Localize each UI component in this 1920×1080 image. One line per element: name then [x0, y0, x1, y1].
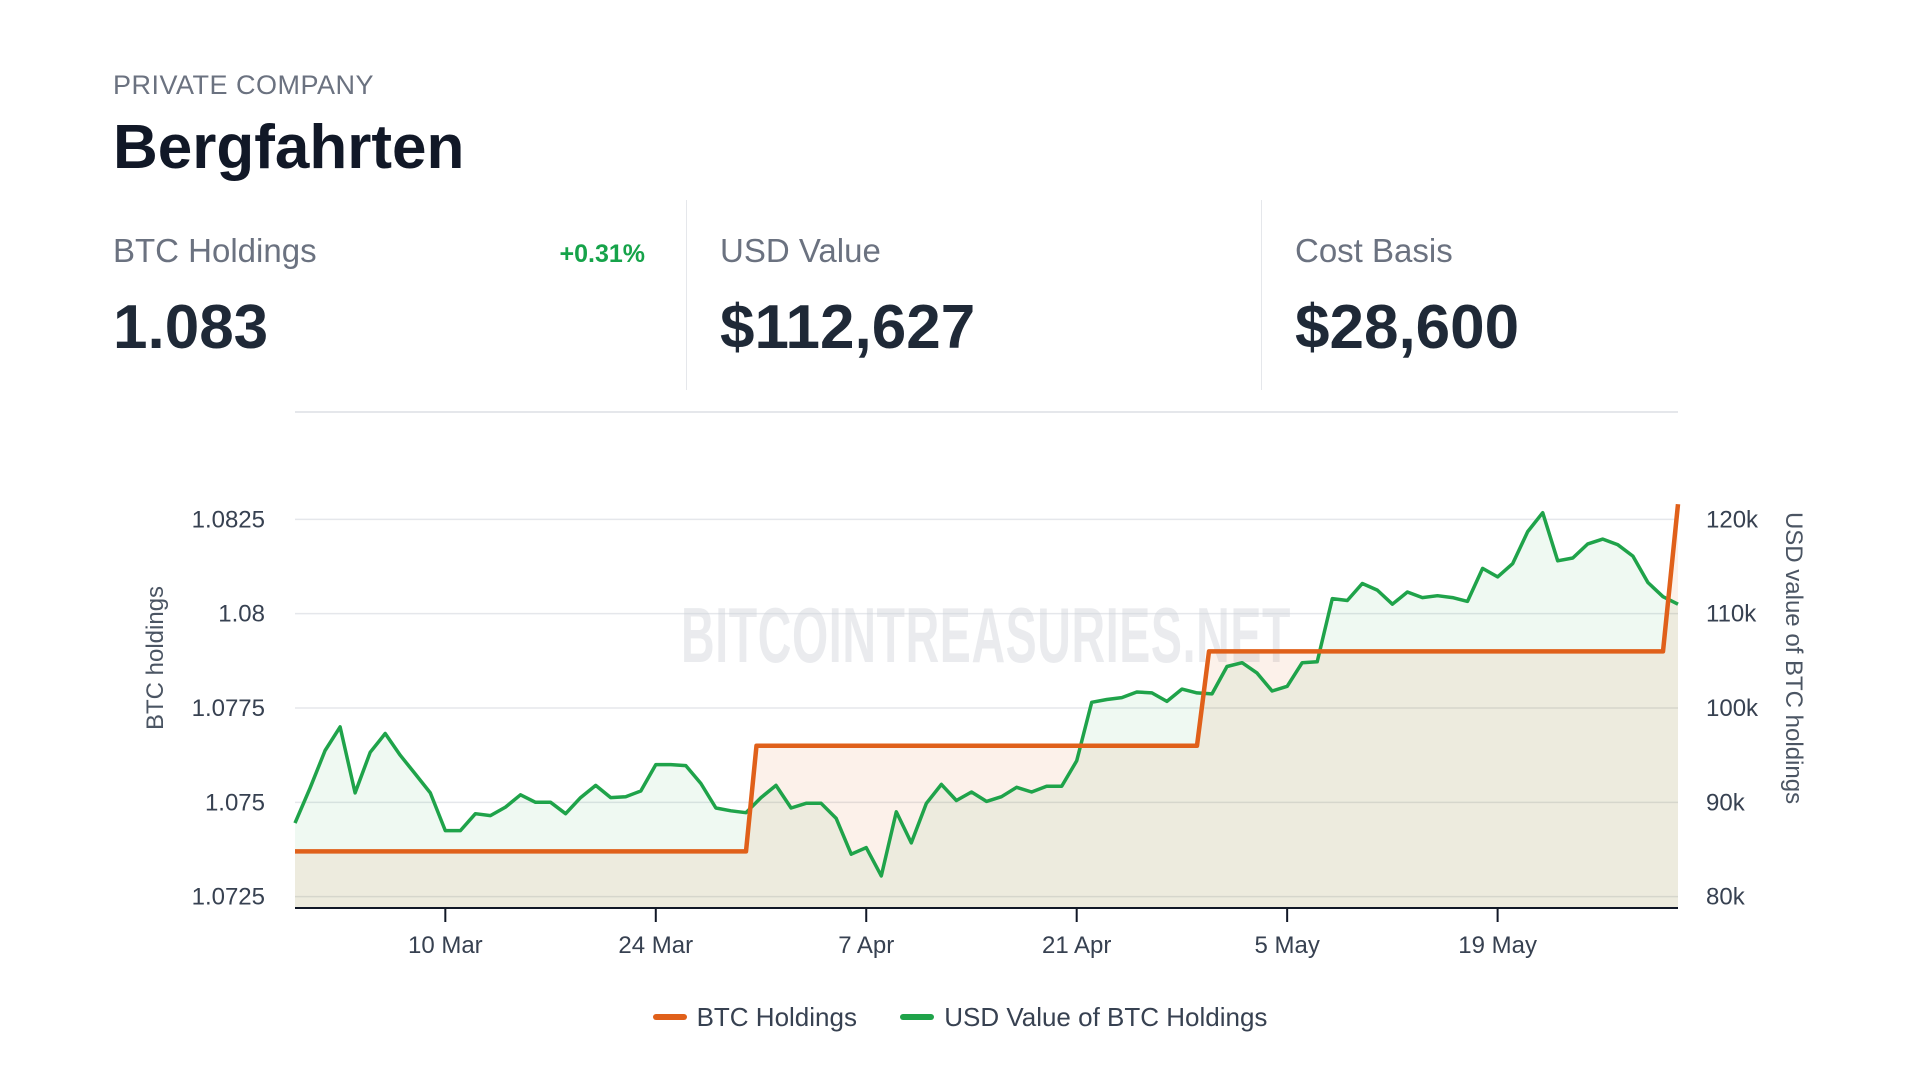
company-name: Bergfahrten [113, 113, 465, 182]
y-right-tick-label: 120k [1706, 506, 1759, 533]
stat-cost-basis-value: $28,600 [1295, 293, 1520, 362]
x-tick-label: 5 May [1254, 932, 1319, 959]
stat-btc-holdings-change: +0.31% [559, 240, 646, 268]
y-right-tick-label: 110k [1706, 601, 1757, 628]
holdings-chart: BITCOINTREASURIES.NET 1.0725 1.075 1.0775 1… [0, 400, 1920, 1050]
y-right-tick-label: 90k [1706, 789, 1746, 816]
y-left-tick-label: 1.08 [218, 601, 265, 628]
legend-swatch-usd [900, 1014, 935, 1020]
y-axis-right-label: USD value of BTC holdings [1780, 512, 1807, 804]
chart-areas [295, 504, 1678, 908]
y-right-tick-label: 80k [1706, 884, 1746, 911]
chart-lines [293, 503, 1681, 878]
chart-watermark: BITCOINTREASURIES.NET [681, 591, 1291, 679]
stat-divider [686, 200, 687, 390]
legend-label-usd: USD Value of BTC Holdings [944, 1001, 1268, 1032]
stats-row: BTC Holdings +0.31% 1.083 USD Value $112… [113, 200, 1773, 390]
stat-btc-holdings-label: BTC Holdings [113, 232, 317, 269]
legend-item-btc-holdings[interactable]: BTC Holdings [652, 1001, 857, 1033]
btc-holdings-area [295, 504, 1678, 908]
stat-btc-holdings: BTC Holdings +0.31% 1.083 [113, 200, 653, 390]
y-left-tick-label: 1.0775 [192, 695, 265, 722]
y-left-tick-label: 1.0725 [192, 884, 265, 911]
y-right-tick-label: 100k [1706, 695, 1759, 722]
legend-swatch-btc [652, 1014, 687, 1020]
x-tick-label: 24 Mar [618, 932, 693, 959]
stat-cost-basis-label: Cost Basis [1295, 232, 1453, 269]
usd-value-line [293, 510, 1679, 878]
stat-divider [1261, 200, 1262, 390]
y-left-tick-label: 1.0825 [192, 506, 265, 533]
btc-holdings-line [295, 503, 1681, 854]
x-tick-label: 7 Apr [838, 932, 894, 959]
usd-value-area [295, 512, 1678, 908]
legend-item-usd-value[interactable]: USD Value of BTC Holdings [900, 1002, 1267, 1033]
legend-label-btc: BTC Holdings [696, 1001, 857, 1032]
stat-usd-value-value: $112,627 [720, 293, 976, 362]
y-left-tick-label: 1.075 [205, 789, 265, 816]
x-tick-label: 21 Apr [1042, 932, 1111, 959]
y-axis-left-label: BTC holdings [142, 586, 169, 730]
chart-legend: BTC Holdings USD Value of BTC Holdings [0, 996, 1920, 1033]
chart-svg: BITCOINTREASURIES.NET 1.07251.0751.07751… [142, 411, 1807, 959]
stat-usd-value-label: USD Value [720, 232, 881, 269]
stat-usd-value: USD Value $112,627 [720, 200, 1260, 390]
stat-btc-holdings-value: 1.083 [113, 293, 269, 362]
x-tick-label: 19 May [1458, 932, 1537, 959]
stat-cost-basis: Cost Basis $28,600 [1295, 200, 1775, 390]
chart-axes: 1.0725 1.075 1.0775 1.08 1.0825 80k 90k 100k 110… [192, 506, 1759, 959]
x-tick-label: 10 Mar [408, 932, 483, 959]
company-type: PRIVATE COMPANY [113, 70, 375, 100]
